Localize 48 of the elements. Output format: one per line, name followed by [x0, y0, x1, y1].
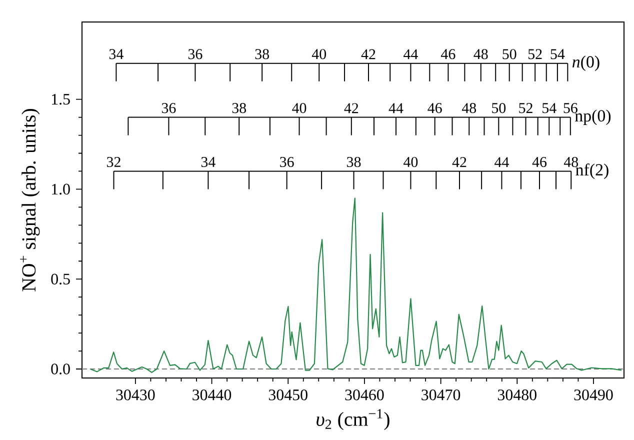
annotation: 32	[107, 156, 120, 168]
x-tick-label: 30470	[422, 390, 460, 400]
annotation: 50	[502, 49, 516, 60]
annotation: 44	[388, 103, 404, 114]
annotation: 38	[232, 103, 246, 114]
series-label: n(0)	[572, 56, 600, 72]
annotation: 54	[542, 103, 556, 114]
x-tick-label: 30440	[192, 390, 232, 400]
annotation: 38	[255, 49, 269, 60]
annotation: 40	[312, 49, 326, 60]
annotation: 36	[162, 103, 176, 114]
annotation: 42	[452, 157, 466, 168]
series-label: np(0)	[575, 110, 611, 125]
annotation: 50	[492, 103, 506, 114]
y-tick-label: 1.5	[52, 94, 70, 105]
annotation: 38	[347, 156, 361, 168]
x-tick-label: 30490	[574, 390, 613, 400]
line-series	[90, 198, 622, 373]
series-label: nf(2)	[576, 163, 608, 179]
annotation: 44	[404, 49, 418, 60]
annotation: 40	[404, 156, 418, 168]
x-tick-label: 30480	[498, 390, 536, 400]
x-tick-label: 30430	[116, 390, 155, 400]
annotation: 52	[528, 49, 542, 60]
annotation: 52	[519, 103, 532, 114]
annotation: 48	[474, 49, 488, 60]
annotation: 44	[494, 157, 509, 168]
y-axis-title: NO$^{+}$ signal (arb. units)	[20, 108, 40, 292]
annotation: 46	[532, 156, 547, 168]
x-tick-label: 30460	[345, 390, 384, 400]
annotation: 36	[188, 49, 202, 60]
annotation: 56	[564, 103, 578, 114]
annotation: 46	[441, 49, 456, 60]
y-tick-label: 1.0	[52, 184, 70, 195]
x-axis-title: υ$_{2}$ (cm$^{−1}$)	[316, 409, 390, 430]
annotation: 34	[109, 49, 124, 60]
annotation: 40	[292, 103, 306, 114]
y-tick-label: 0.0	[51, 364, 70, 374]
annotation: 48	[462, 103, 476, 114]
annotation: 46	[428, 103, 442, 114]
annotation: 36	[280, 156, 294, 168]
y-tick-label: 0.5	[51, 274, 70, 285]
annotation: 42	[344, 103, 358, 114]
annotation: 54	[550, 49, 565, 60]
x-tick-label: 30450	[268, 390, 308, 400]
annotation: 34	[201, 156, 216, 168]
annotation: 42	[361, 49, 376, 60]
annotation: 48	[564, 156, 578, 168]
